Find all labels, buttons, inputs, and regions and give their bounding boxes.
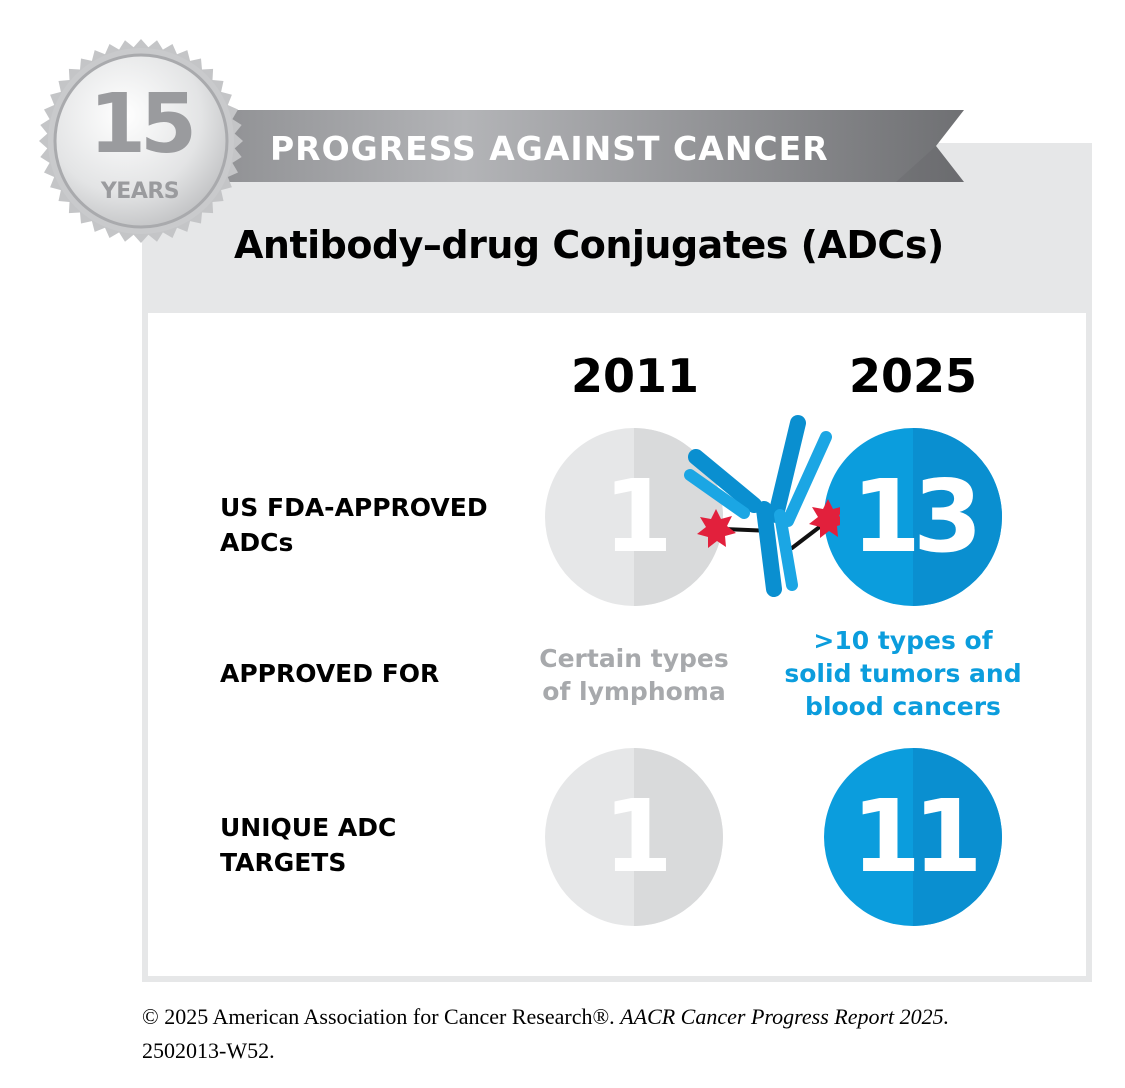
targets-2025-circle: [824, 748, 1002, 926]
footer-report-title: AACR Cancer Progress Report 2025.: [620, 1004, 950, 1029]
fda-2011-circle: [545, 428, 723, 606]
fda-approved-label: US FDA-APPROVED ADCs: [220, 490, 530, 560]
targets-2011-circle: [545, 748, 723, 926]
fda-label-line2: ADCs: [220, 528, 294, 557]
approved-2025-line3: blood cancers: [805, 692, 1001, 721]
fda-2011-value: 1: [603, 458, 673, 575]
ribbon-title: PROGRESS AGAINST CANCER: [270, 129, 829, 168]
approved-2011-line2: of lymphoma: [542, 677, 726, 706]
year-2011-heading: 2011: [570, 349, 700, 403]
targets-label-line1: UNIQUE ADC: [220, 813, 397, 842]
seal-label: YEARS: [100, 179, 180, 204]
approved-2011-description: Certain types of lymphoma: [504, 642, 764, 708]
approved-2011-line1: Certain types: [539, 644, 729, 673]
fda-2025-circle: [824, 428, 1002, 606]
targets-label-line2: TARGETS: [220, 848, 347, 877]
page-title: Antibody–drug Conjugates (ADCs): [234, 223, 944, 267]
fda-2025-value: 13: [851, 458, 982, 575]
ribbon-banner: [196, 110, 964, 182]
targets-2025-value: 11: [851, 778, 982, 895]
fifteen-years-seal-icon: [39, 39, 243, 243]
footer-copyright: © 2025 American Association for Cancer R…: [142, 1004, 621, 1029]
drug-payload-left: [697, 509, 736, 548]
unique-targets-label: UNIQUE ADC TARGETS: [220, 810, 530, 880]
year-2025-heading: 2025: [848, 349, 978, 403]
drug-payload-right: [809, 499, 840, 538]
approved-2025-line2: solid tumors and: [784, 659, 1022, 688]
targets-2011-value: 1: [603, 778, 673, 895]
fda-label-line1: US FDA-APPROVED: [220, 493, 488, 522]
approved-2025-line1: >10 types of: [813, 626, 993, 655]
seal-number: 15: [88, 77, 197, 172]
antibody-drug-conjugate-icon: [684, 415, 840, 597]
approved-2025-description: >10 types of solid tumors and blood canc…: [773, 624, 1033, 723]
copyright-footer: © 2025 American Association for Cancer R…: [142, 1000, 1102, 1068]
footer-line1: © 2025 American Association for Cancer R…: [142, 1000, 1102, 1034]
footer-line2: 2502013-W52.: [142, 1038, 275, 1063]
approved-for-label: APPROVED FOR: [220, 659, 440, 688]
